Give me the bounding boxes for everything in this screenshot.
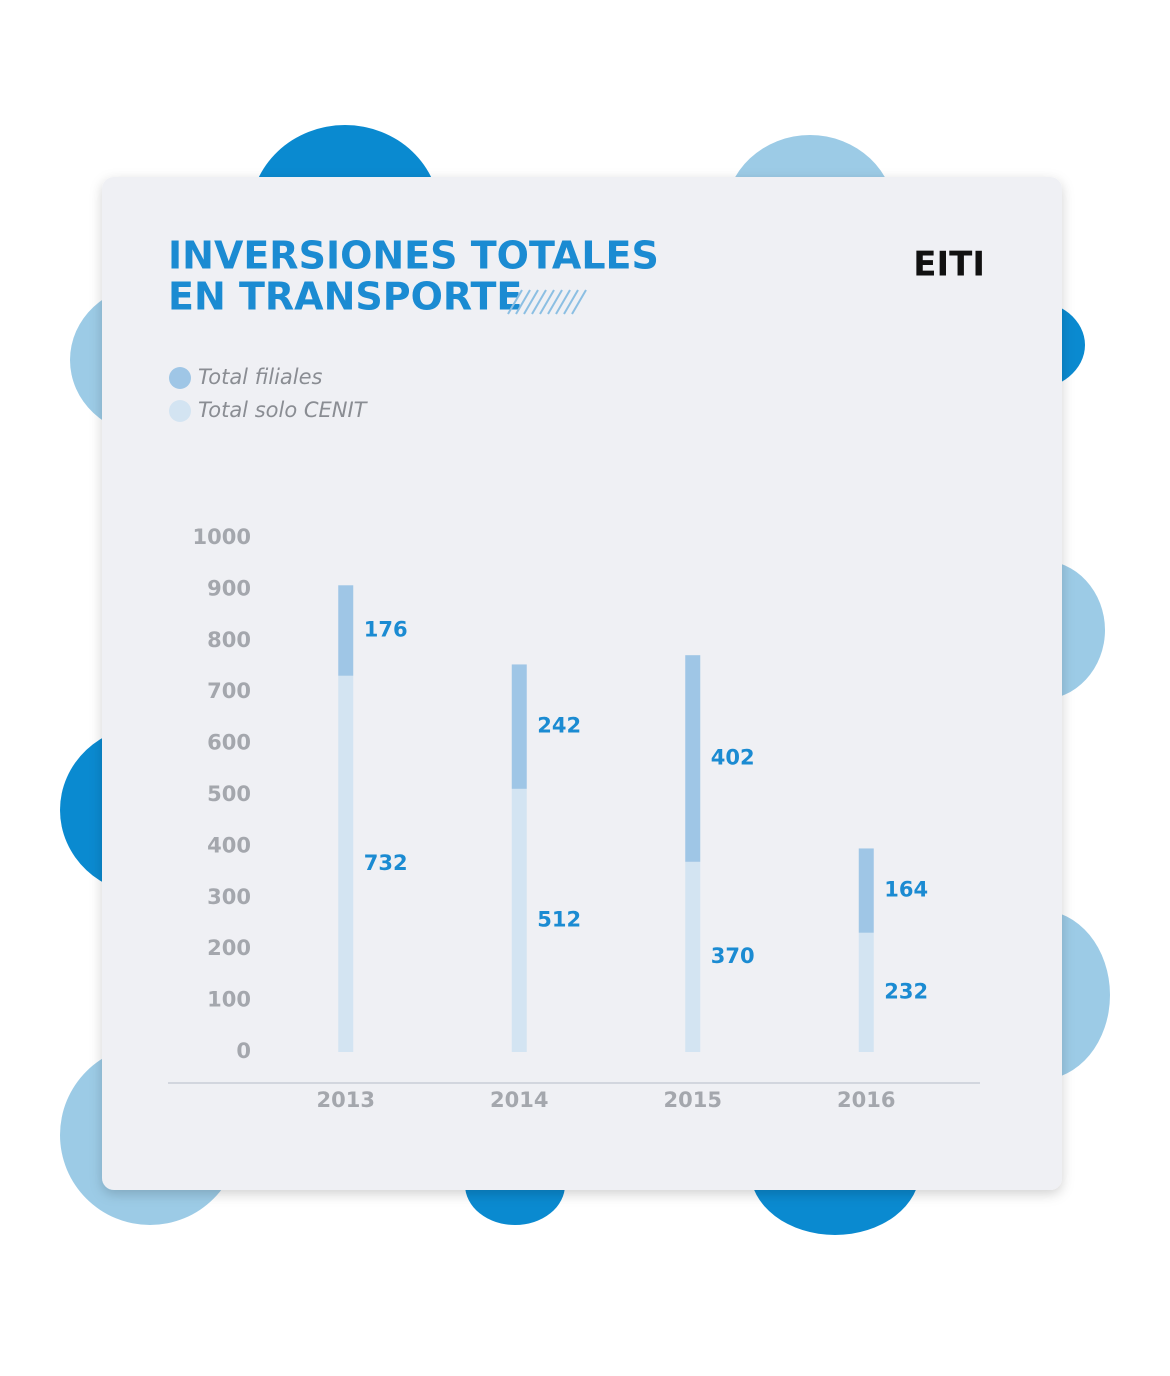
x-tick-label: 2016: [837, 1088, 895, 1112]
y-tick-label: 700: [207, 679, 251, 703]
data-label: 164: [884, 878, 928, 902]
legend-swatch: [169, 400, 191, 422]
data-label: 370: [711, 944, 755, 968]
y-tick-label: 400: [207, 833, 251, 857]
chart-title: EN TRANSPORTE: [168, 275, 522, 319]
y-tick-label: 0: [236, 1039, 251, 1063]
legend-swatch: [169, 367, 191, 389]
bar-segment: [858, 848, 874, 933]
bar-segment: [338, 585, 354, 676]
legend-label: Total solo CENIT: [198, 398, 369, 422]
data-label: 402: [711, 746, 755, 770]
y-tick-label: 900: [207, 576, 251, 600]
x-tick-label: 2014: [490, 1088, 548, 1112]
data-label: 512: [537, 907, 581, 931]
y-tick-label: 1000: [193, 525, 251, 549]
y-tick-label: 800: [207, 628, 251, 652]
bar-segment: [858, 932, 874, 1052]
legend-label: Total filiales: [198, 365, 323, 389]
data-label: 232: [884, 979, 928, 1003]
y-tick-label: 600: [207, 731, 251, 755]
data-label: 732: [364, 851, 408, 875]
chart-title: INVERSIONES TOTALES: [168, 234, 659, 278]
bar-segment: [338, 675, 354, 1052]
title-hatch: [507, 289, 587, 315]
bar-segment: [685, 655, 701, 862]
data-label: 176: [364, 618, 408, 642]
x-tick-label: 2015: [664, 1088, 722, 1112]
bar-segment: [685, 861, 701, 1052]
y-tick-label: 300: [207, 885, 251, 909]
bar-segment: [511, 664, 527, 789]
y-tick-label: 100: [207, 988, 251, 1012]
x-tick-label: 2013: [317, 1088, 375, 1112]
y-tick-label: 500: [207, 782, 251, 806]
bar-segment: [511, 788, 527, 1052]
logo: EITI: [913, 245, 985, 285]
y-tick-label: 200: [207, 936, 251, 960]
data-label: 242: [537, 714, 581, 738]
